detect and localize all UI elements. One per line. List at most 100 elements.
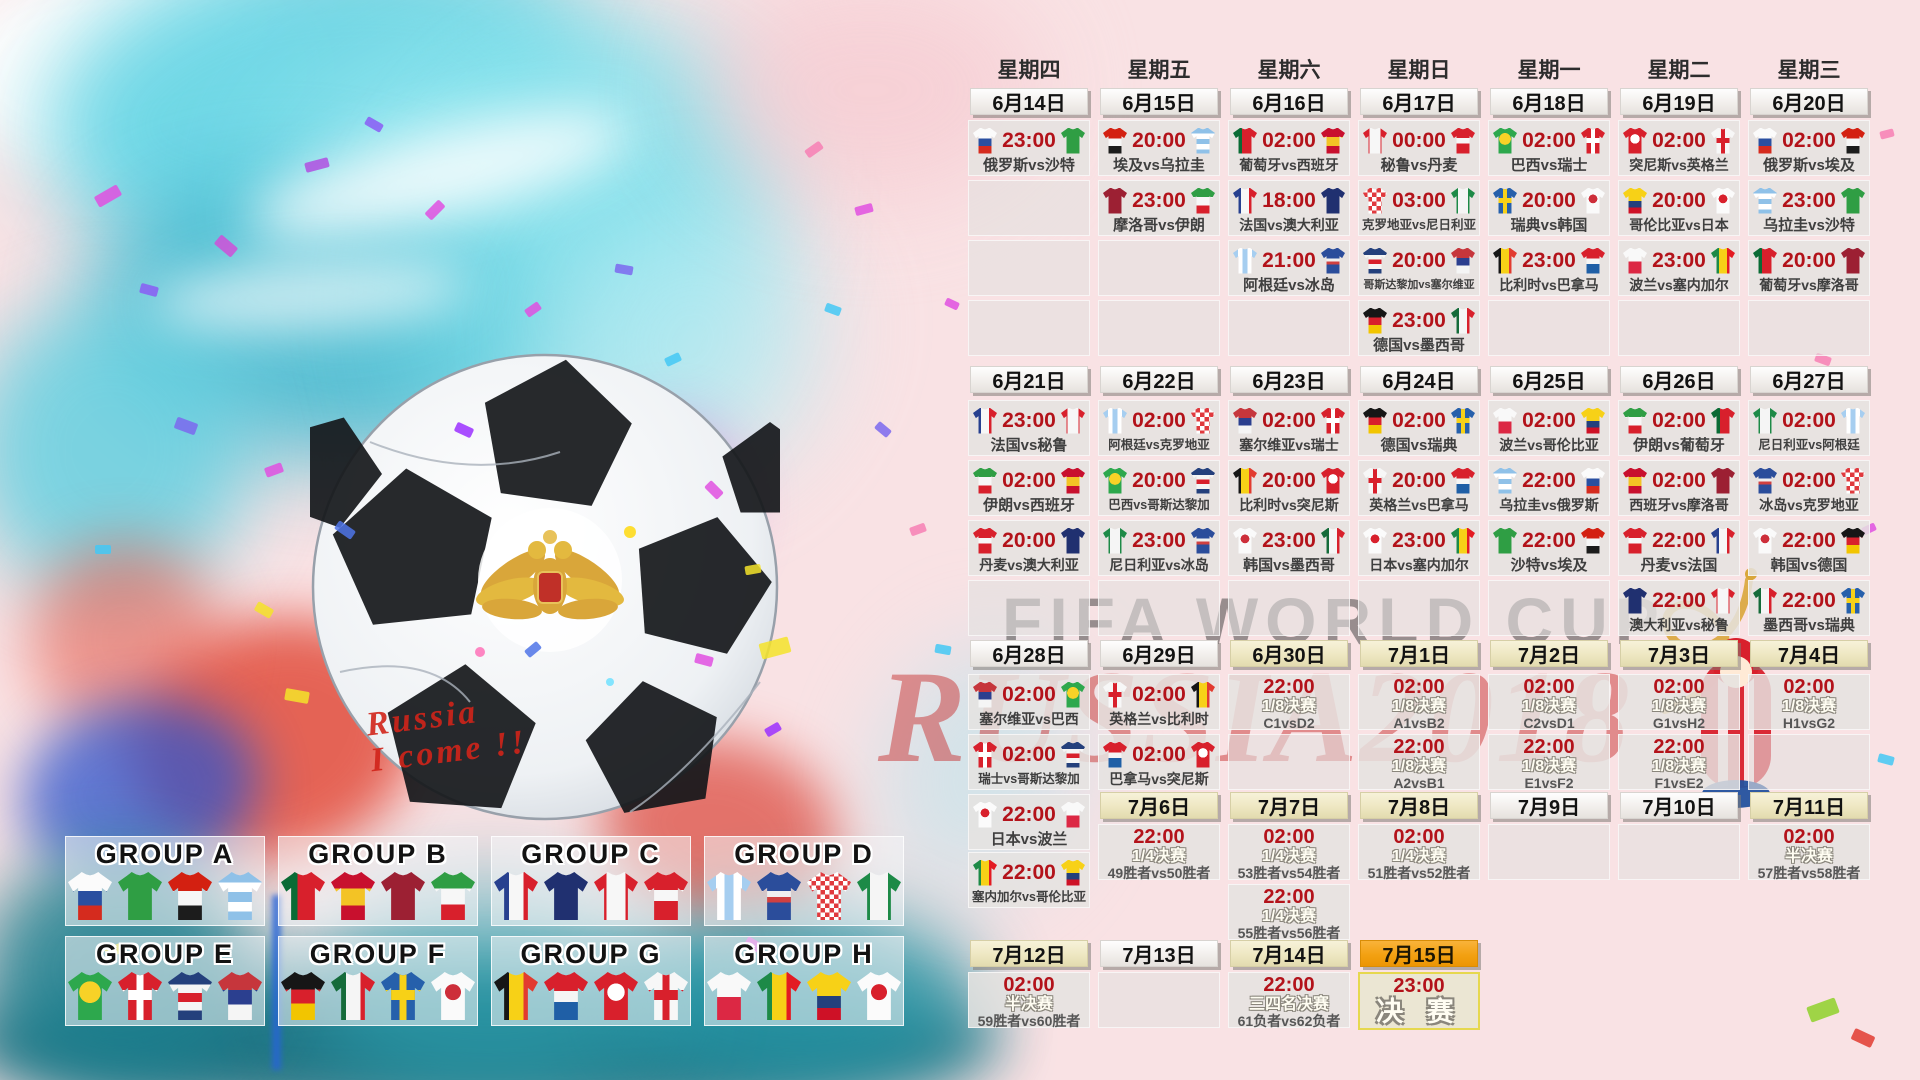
match-time: 22:00 (1263, 974, 1315, 996)
match-teams-label: 尼日利亚vs冰岛 (1109, 557, 1209, 573)
jersey-icon-摩洛哥 (1103, 187, 1127, 214)
paint-blob (0, 0, 320, 180)
match-time: 02:00 (1783, 676, 1835, 698)
jersey-icon-冰岛 (1321, 247, 1345, 274)
jersey-icon-英格兰 (1363, 467, 1387, 494)
confetti-piece (95, 545, 111, 554)
jersey-icon-俄罗斯 (68, 872, 112, 920)
match-cell: 20:00 瑞典vs韩国 (1488, 180, 1610, 236)
empty-cell (1098, 300, 1220, 356)
confetti-piece (424, 199, 446, 221)
paint-blob (16, 0, 624, 307)
match-time: 02:00 (1132, 742, 1186, 766)
empty-cell (968, 180, 1090, 236)
match-top-row: 02:00 (1099, 735, 1219, 771)
knockout-teams-label: G1vsH2 (1652, 715, 1706, 731)
match-time: 22:00 (1133, 826, 1185, 848)
jersey-icon-德国 (1363, 407, 1387, 434)
jersey-icon-葡萄牙 (1711, 407, 1735, 434)
jersey-icon-伊朗 (431, 872, 475, 920)
match-time: 20:00 (1002, 528, 1056, 552)
match-top-row: 02:00 (1749, 461, 1869, 497)
jersey-icon-瑞典 (381, 972, 425, 1020)
match-cell: 00:00 秘鲁vs丹麦 (1358, 120, 1480, 176)
match-cell: 02:00 伊朗vs葡萄牙 (1618, 400, 1740, 456)
jersey-icon-乌拉圭 (1753, 187, 1777, 214)
match-teams-label: 突尼斯vs英格兰 (1629, 157, 1729, 173)
match-teams-label: 瑞士vs哥斯达黎加 (978, 772, 1080, 786)
group-box: GROUP H (704, 936, 904, 1026)
match-time: 02:00 (1002, 468, 1056, 492)
match-teams-label: 塞尔维亚vs瑞士 (1239, 437, 1339, 453)
knockout-teams-label: A1vsB2 (1393, 715, 1445, 731)
match-cell: 22:00 乌拉圭vs俄罗斯 (1488, 460, 1610, 516)
match-teams-label: 巴西vs瑞士 (1510, 157, 1588, 174)
group-title: GROUP G (520, 939, 662, 969)
match-cell: 23:00 乌拉圭vs沙特 (1748, 180, 1870, 236)
date-button: 6月25日 (1490, 366, 1608, 393)
jersey-icon-英格兰 (644, 972, 688, 1020)
match-cell: 02:00 波兰vs哥伦比亚 (1488, 400, 1610, 456)
match-teams-label: 沙特vs埃及 (1510, 557, 1588, 574)
knockout-cell: 22:00 三四名决赛 61负者vs62负者 (1228, 972, 1350, 1029)
match-teams-label: 摩洛哥vs伊朗 (1113, 217, 1205, 234)
match-top-row: 23:00 (1229, 521, 1349, 557)
jersey-icon-德国 (1363, 307, 1387, 334)
match-time: 22:00 (1782, 528, 1836, 552)
match-cell: 22:00 韩国vs德国 (1748, 520, 1870, 576)
jersey-icon-俄罗斯 (1581, 467, 1605, 494)
group-jersey-row (281, 872, 475, 920)
date-button: 6月23日 (1230, 366, 1348, 393)
weekday-label: 星期四 (997, 59, 1061, 82)
jersey-icon-摩洛哥 (381, 872, 425, 920)
group-box: GROUP E (65, 936, 265, 1026)
jersey-icon-巴拿马 (1451, 467, 1475, 494)
match-time: 23:00 (1002, 408, 1056, 432)
match-time: 22:00 (1393, 736, 1445, 758)
match-time: 22:00 (1652, 588, 1706, 612)
match-time: 02:00 (1523, 676, 1575, 698)
paint-blob (235, 82, 645, 268)
match-top-row: 22:00 (969, 853, 1089, 889)
jersey-icon-哥斯达黎加 (168, 972, 212, 1020)
match-top-row: 02:00 (1359, 401, 1479, 437)
jersey-icon-法国 (1233, 187, 1257, 214)
empty-cell (968, 300, 1090, 356)
date-button: 6月15日 (1100, 88, 1218, 115)
match-teams-label: 英格兰vs巴拿马 (1369, 497, 1469, 513)
jersey-icon-澳大利亚 (1321, 187, 1345, 214)
knockout-stage-label: 1/8决赛 (1391, 758, 1447, 775)
match-top-row: 02:00 (1749, 121, 1869, 157)
confetti-piece (523, 301, 543, 318)
match-time: 23:00 (1262, 528, 1316, 552)
empty-cell (1748, 300, 1870, 356)
jersey-icon-乌拉圭 (1493, 467, 1517, 494)
match-teams-label: 葡萄牙vs西班牙 (1239, 157, 1339, 173)
match-cell: 23:00 法国vs秘鲁 (968, 400, 1090, 456)
jersey-icon-德国 (281, 972, 325, 1020)
match-teams-label: 秘鲁vs丹麦 (1380, 157, 1458, 174)
jersey-icon-突尼斯 (1623, 127, 1647, 154)
match-time: 02:00 (1002, 682, 1056, 706)
knockout-stage-label: 1/8决赛 (1521, 698, 1577, 715)
knockout-teams-label: H1vsG2 (1782, 715, 1836, 731)
jersey-icon-乌拉圭 (218, 872, 262, 920)
match-time: 23:00 (1652, 248, 1706, 272)
jersey-icon-克罗地亚 (1841, 467, 1865, 494)
match-time: 02:00 (1653, 676, 1705, 698)
match-top-row: 18:00 (1229, 181, 1349, 217)
confetti-piece (363, 116, 385, 133)
match-time: 20:00 (1132, 468, 1186, 492)
empty-cell (1098, 240, 1220, 296)
match-cell: 02:00 葡萄牙vs西班牙 (1228, 120, 1350, 176)
match-time: 02:00 (1263, 826, 1315, 848)
match-cell: 20:00 比利时vs突尼斯 (1228, 460, 1350, 516)
knockout-cell: 02:00 半决赛 57胜者vs58胜者 (1748, 824, 1870, 881)
group-jersey-row (494, 972, 688, 1020)
match-cell: 20:00 英格兰vs巴拿马 (1358, 460, 1480, 516)
match-top-row: 22:00 (1489, 521, 1609, 557)
confetti-piece (943, 297, 961, 311)
match-top-row: 23:00 (969, 401, 1089, 437)
match-top-row: 22:00 (1749, 581, 1869, 617)
match-top-row: 02:00 (1619, 121, 1739, 157)
